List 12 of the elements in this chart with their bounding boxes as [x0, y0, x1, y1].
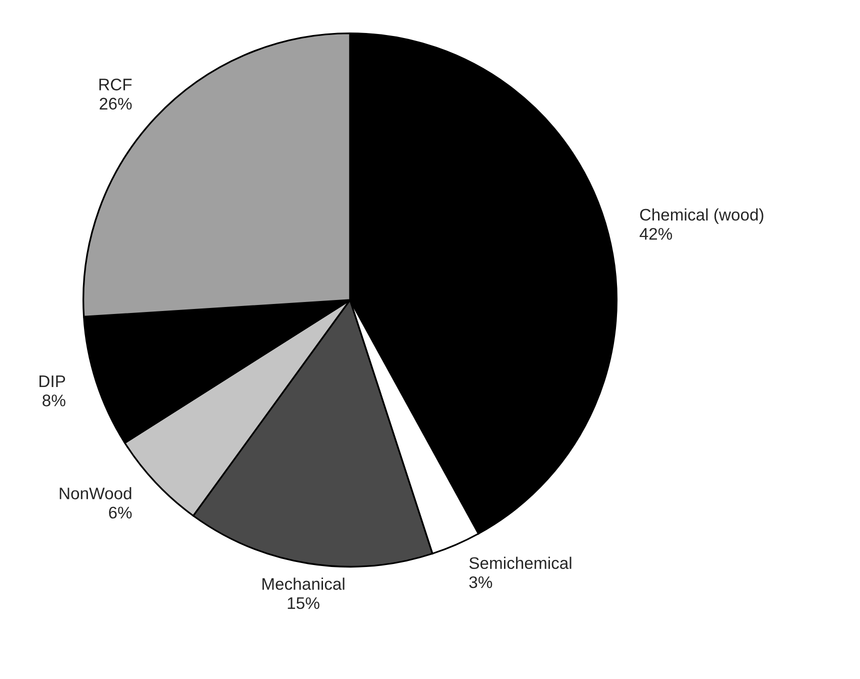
slice-label: Mechanical — [262, 578, 344, 590]
slice-label: Semichemical — [469, 556, 572, 569]
data-label: 42% — [640, 228, 672, 240]
data-label: 26% — [100, 98, 132, 110]
slice-label: RCF — [99, 78, 132, 90]
slice-label: Chemical (wood) — [640, 208, 764, 224]
data-label: 6% — [109, 506, 132, 519]
data-label: 3% — [469, 576, 492, 588]
slice-label: NonWood — [60, 487, 132, 500]
slice-label: DIP — [40, 376, 66, 388]
data-label: 8% — [42, 394, 66, 406]
data-label: 15% — [288, 597, 320, 610]
